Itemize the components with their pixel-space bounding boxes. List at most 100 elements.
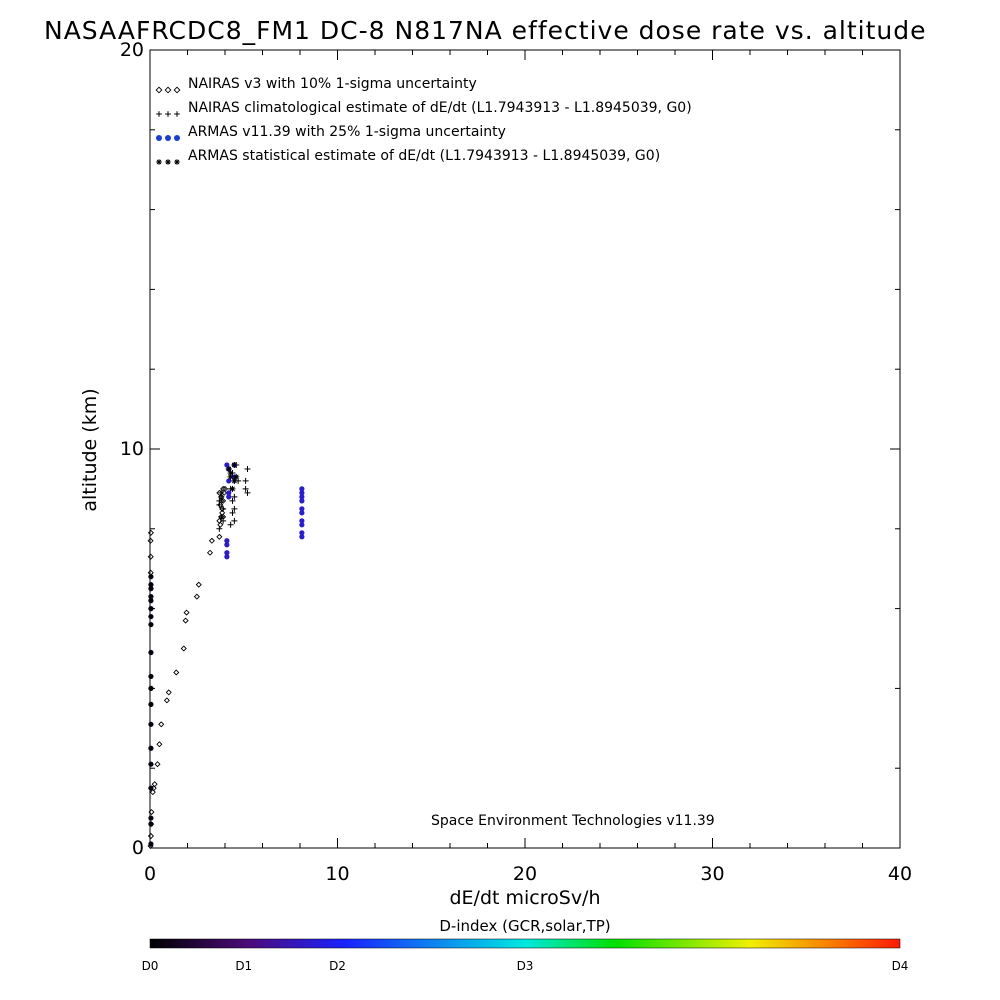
colorbar-tick-label: D1 <box>235 959 252 973</box>
data-point <box>225 465 232 472</box>
data-point <box>231 477 238 484</box>
colorbar-tick-label: D0 <box>142 959 159 973</box>
y-tick-label: 0 <box>132 837 144 859</box>
data-point <box>148 582 154 588</box>
data-point <box>226 478 232 484</box>
series-diamond <box>147 485 229 850</box>
data-point <box>244 489 251 496</box>
colorbar-tick-label: D2 <box>329 959 346 973</box>
data-point <box>221 485 229 492</box>
data-point <box>299 498 305 504</box>
data-point <box>147 529 154 536</box>
data-point <box>148 586 154 592</box>
legend-marker <box>165 159 171 165</box>
data-point <box>148 821 154 827</box>
data-point <box>216 525 223 532</box>
data-point <box>148 673 154 680</box>
legend: NAIRAS v3 with 10% 1-sigma uncertainty NA… <box>155 76 692 165</box>
series-plus <box>216 461 251 532</box>
data-point <box>224 550 230 556</box>
data-point <box>299 534 305 540</box>
legend-marker <box>174 159 180 165</box>
data-point <box>149 789 156 796</box>
colorbar-tick-label: D3 <box>517 959 534 973</box>
legend-label: ARMAS v11.39 with 25% 1-sigma uncertaint… <box>188 124 506 140</box>
data-point <box>148 721 154 727</box>
legend-marker <box>174 111 180 117</box>
data-point <box>183 609 190 616</box>
data-point <box>208 537 215 544</box>
data-point <box>299 486 305 492</box>
data-point <box>231 493 238 500</box>
legend-marker <box>155 86 163 94</box>
data-point <box>299 522 305 528</box>
data-point <box>148 649 154 656</box>
data-point <box>220 497 227 504</box>
data-point <box>224 538 230 544</box>
data-point <box>217 521 224 528</box>
legend-marker <box>174 135 180 141</box>
data-point <box>148 809 155 816</box>
data-marks <box>147 461 305 850</box>
data-point <box>231 461 238 468</box>
data-point <box>219 505 226 512</box>
data-point <box>244 465 251 472</box>
x-axis-label: dE/dt microSv/h <box>449 887 600 909</box>
data-point <box>165 689 172 696</box>
data-point <box>216 517 223 524</box>
x-tick-label: 40 <box>888 863 912 885</box>
x-tick-label: 0 <box>144 863 156 885</box>
data-point <box>226 490 232 496</box>
data-point <box>233 473 240 480</box>
data-point <box>227 473 234 480</box>
series-asterisk <box>225 461 240 492</box>
data-point <box>220 505 227 512</box>
data-point <box>148 815 154 821</box>
data-point <box>221 489 228 496</box>
x-tick-label: 10 <box>325 863 349 885</box>
data-point <box>163 697 170 704</box>
data-point <box>148 594 154 600</box>
data-point <box>156 741 163 748</box>
data-point <box>231 517 238 524</box>
data-point <box>224 554 230 560</box>
plot-frame <box>149 49 901 849</box>
data-point <box>242 477 249 484</box>
data-point <box>218 513 225 520</box>
legend-marker <box>165 135 171 141</box>
legend-marker <box>164 86 172 94</box>
credit-annotation: Space Environment Technologies v11.39 <box>431 813 715 829</box>
data-point <box>148 685 154 692</box>
legend-marker <box>173 86 181 94</box>
legend-marker <box>165 111 171 117</box>
data-point <box>148 745 154 751</box>
axis-ticks <box>149 49 901 849</box>
data-point <box>148 701 154 707</box>
x-tick-label: 30 <box>700 863 724 885</box>
data-point <box>148 761 154 767</box>
data-point <box>217 501 224 508</box>
data-point <box>220 517 227 524</box>
data-point <box>195 581 202 588</box>
data-point <box>220 485 227 492</box>
y-axis-label: altitude (km) <box>79 388 101 511</box>
data-point <box>299 518 305 524</box>
legend-label: ARMAS statistical estimate of dE/dt (L1.… <box>188 148 660 164</box>
data-point <box>154 761 161 768</box>
legend-label: NAIRAS v3 with 10% 1-sigma uncertainty <box>188 76 477 92</box>
legend-label: NAIRAS climatological estimate of dE/dt … <box>188 100 692 116</box>
data-point <box>148 598 154 604</box>
y-tick-label: 20 <box>120 39 144 61</box>
data-point <box>147 537 154 544</box>
data-point <box>218 493 225 500</box>
data-point <box>299 494 305 500</box>
data-point <box>216 533 223 540</box>
data-point <box>299 510 305 516</box>
data-point <box>299 506 305 512</box>
y-tick-labels: 0 10 20 <box>120 39 144 859</box>
data-point <box>231 505 238 512</box>
y-tick-label: 10 <box>120 438 144 460</box>
data-point <box>242 485 249 492</box>
data-point <box>227 521 234 528</box>
x-tick-labels: 0 10 20 30 40 <box>144 863 912 885</box>
